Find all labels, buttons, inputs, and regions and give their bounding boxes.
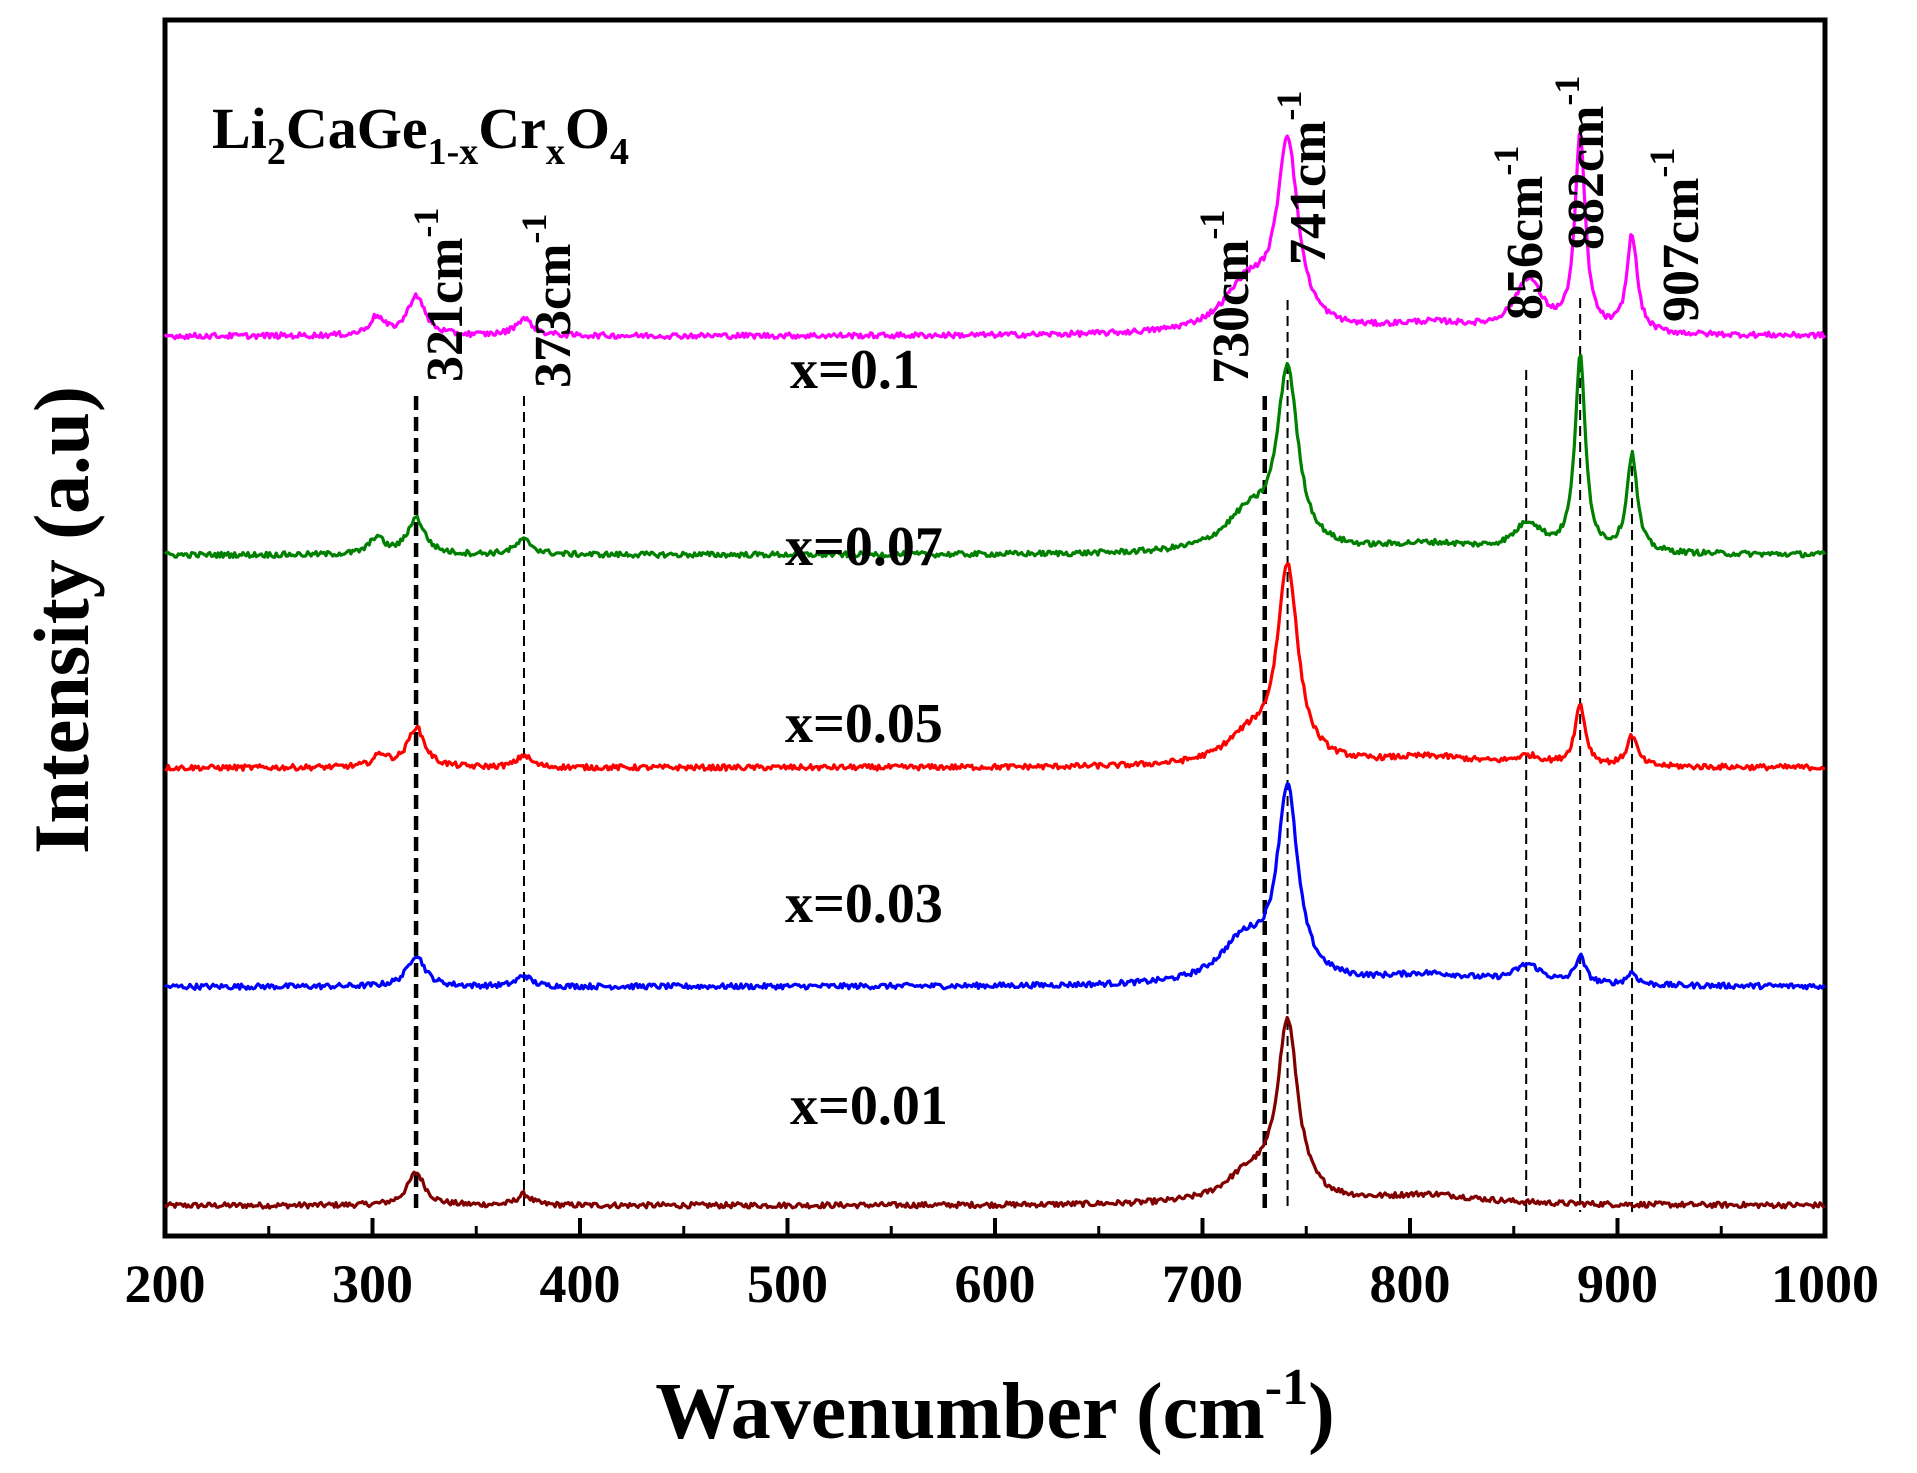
peak-labels: 321cm-1 373cm-1 730cm-1 741cm-1 856cm-1 882cm… (406, 76, 1710, 388)
x-tick-label: 800 (1370, 1254, 1451, 1314)
x-tick-label: 900 (1577, 1254, 1658, 1314)
peak-label: 373cm-1 (514, 214, 582, 388)
spectra-traces (163, 132, 1827, 1210)
x-tick-label: 1000 (1771, 1254, 1879, 1314)
peak-label: 882cm-1 (1547, 76, 1615, 250)
y-axis-title: Intensity (a.u) (18, 386, 105, 854)
x-tick-label: 500 (747, 1254, 828, 1314)
series-labels: x=0.01 x=0.03 x=0.05 x=0.07 x=0.1 (785, 339, 948, 1137)
spectrum-line (164, 562, 1826, 772)
series-label: x=0.03 (785, 873, 943, 935)
x-tick-label: 300 (332, 1254, 413, 1314)
spectrum-line (163, 132, 1827, 341)
peak-label: 321cm-1 (406, 208, 474, 382)
peak-label: 907cm-1 (1642, 148, 1710, 322)
x-tick-label: 700 (1162, 1254, 1243, 1314)
spectrum-line (163, 1015, 1826, 1210)
x-axis-title: Wavenumber (cm-1) (655, 1359, 1335, 1456)
peak-markers (413, 298, 1634, 1212)
x-tick-label: 400 (540, 1254, 621, 1314)
series-label: x=0.1 (790, 339, 920, 401)
peak-label: 741cm-1 (1269, 91, 1337, 265)
spectrum-line (163, 354, 1827, 560)
series-label: x=0.01 (790, 1075, 948, 1137)
series-label: x=0.05 (785, 693, 943, 755)
series-label: x=0.07 (785, 516, 943, 578)
peak-label: 856cm-1 (1486, 146, 1554, 320)
spectrum-line (164, 782, 1827, 991)
peak-label: 730cm-1 (1192, 210, 1260, 384)
x-tick-label: 200 (125, 1254, 206, 1314)
formula-label: Li2CaGe1-xCrxO4 (212, 96, 629, 173)
x-axis-ticks: 200 300 400 500 600 700 800 900 1000 (125, 1218, 1879, 1314)
x-tick-label: 600 (955, 1254, 1036, 1314)
